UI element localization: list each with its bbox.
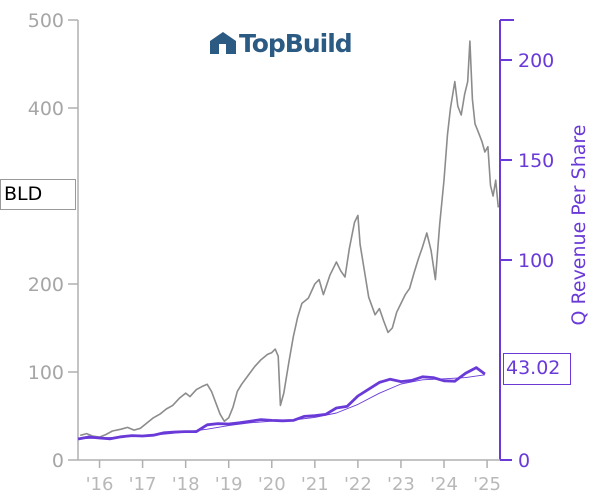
right-tick-label: 200 [518,50,554,72]
right-axis-label: Q Revenue Per Share [568,125,590,326]
series-layer [77,40,500,441]
left-tick-label: 0 [52,450,64,472]
x-tick-label: '22 [344,474,372,495]
series-line-2 [77,374,485,440]
x-tick-label: '25 [473,474,501,495]
left-tick-label: 400 [28,98,64,120]
x-tick-label: '21 [301,474,329,495]
series-line-0 [79,40,500,438]
left-axis: 0 100 200 400 500 [28,10,79,472]
logo-text: TopBuild [239,28,353,58]
right-tick-label: 150 [518,150,554,172]
ticker-label: BLD [0,179,76,210]
left-tick-label: 100 [28,362,64,384]
x-tick-label: '19 [215,474,243,495]
x-tick-label: '23 [387,474,415,495]
x-tick-label: '24 [430,474,458,495]
x-tick-label: '20 [258,474,286,495]
last-value-label: 43.02 [503,353,571,385]
logo-house-icon [210,32,236,54]
right-tick-label: 100 [518,250,554,272]
x-tick-label: '18 [172,474,200,495]
x-axis: '16 '17 '18 '19 '20 '21 '22 '23 '24 '25 [78,459,501,495]
x-tick-label: '17 [129,474,157,495]
right-axis: 0 100 150 200 [499,19,554,472]
left-tick-label: 500 [28,10,64,32]
company-logo: TopBuild [210,26,353,60]
x-tick-label: '16 [86,474,114,495]
left-tick-label: 200 [28,274,64,296]
right-tick-label: 0 [518,450,530,472]
